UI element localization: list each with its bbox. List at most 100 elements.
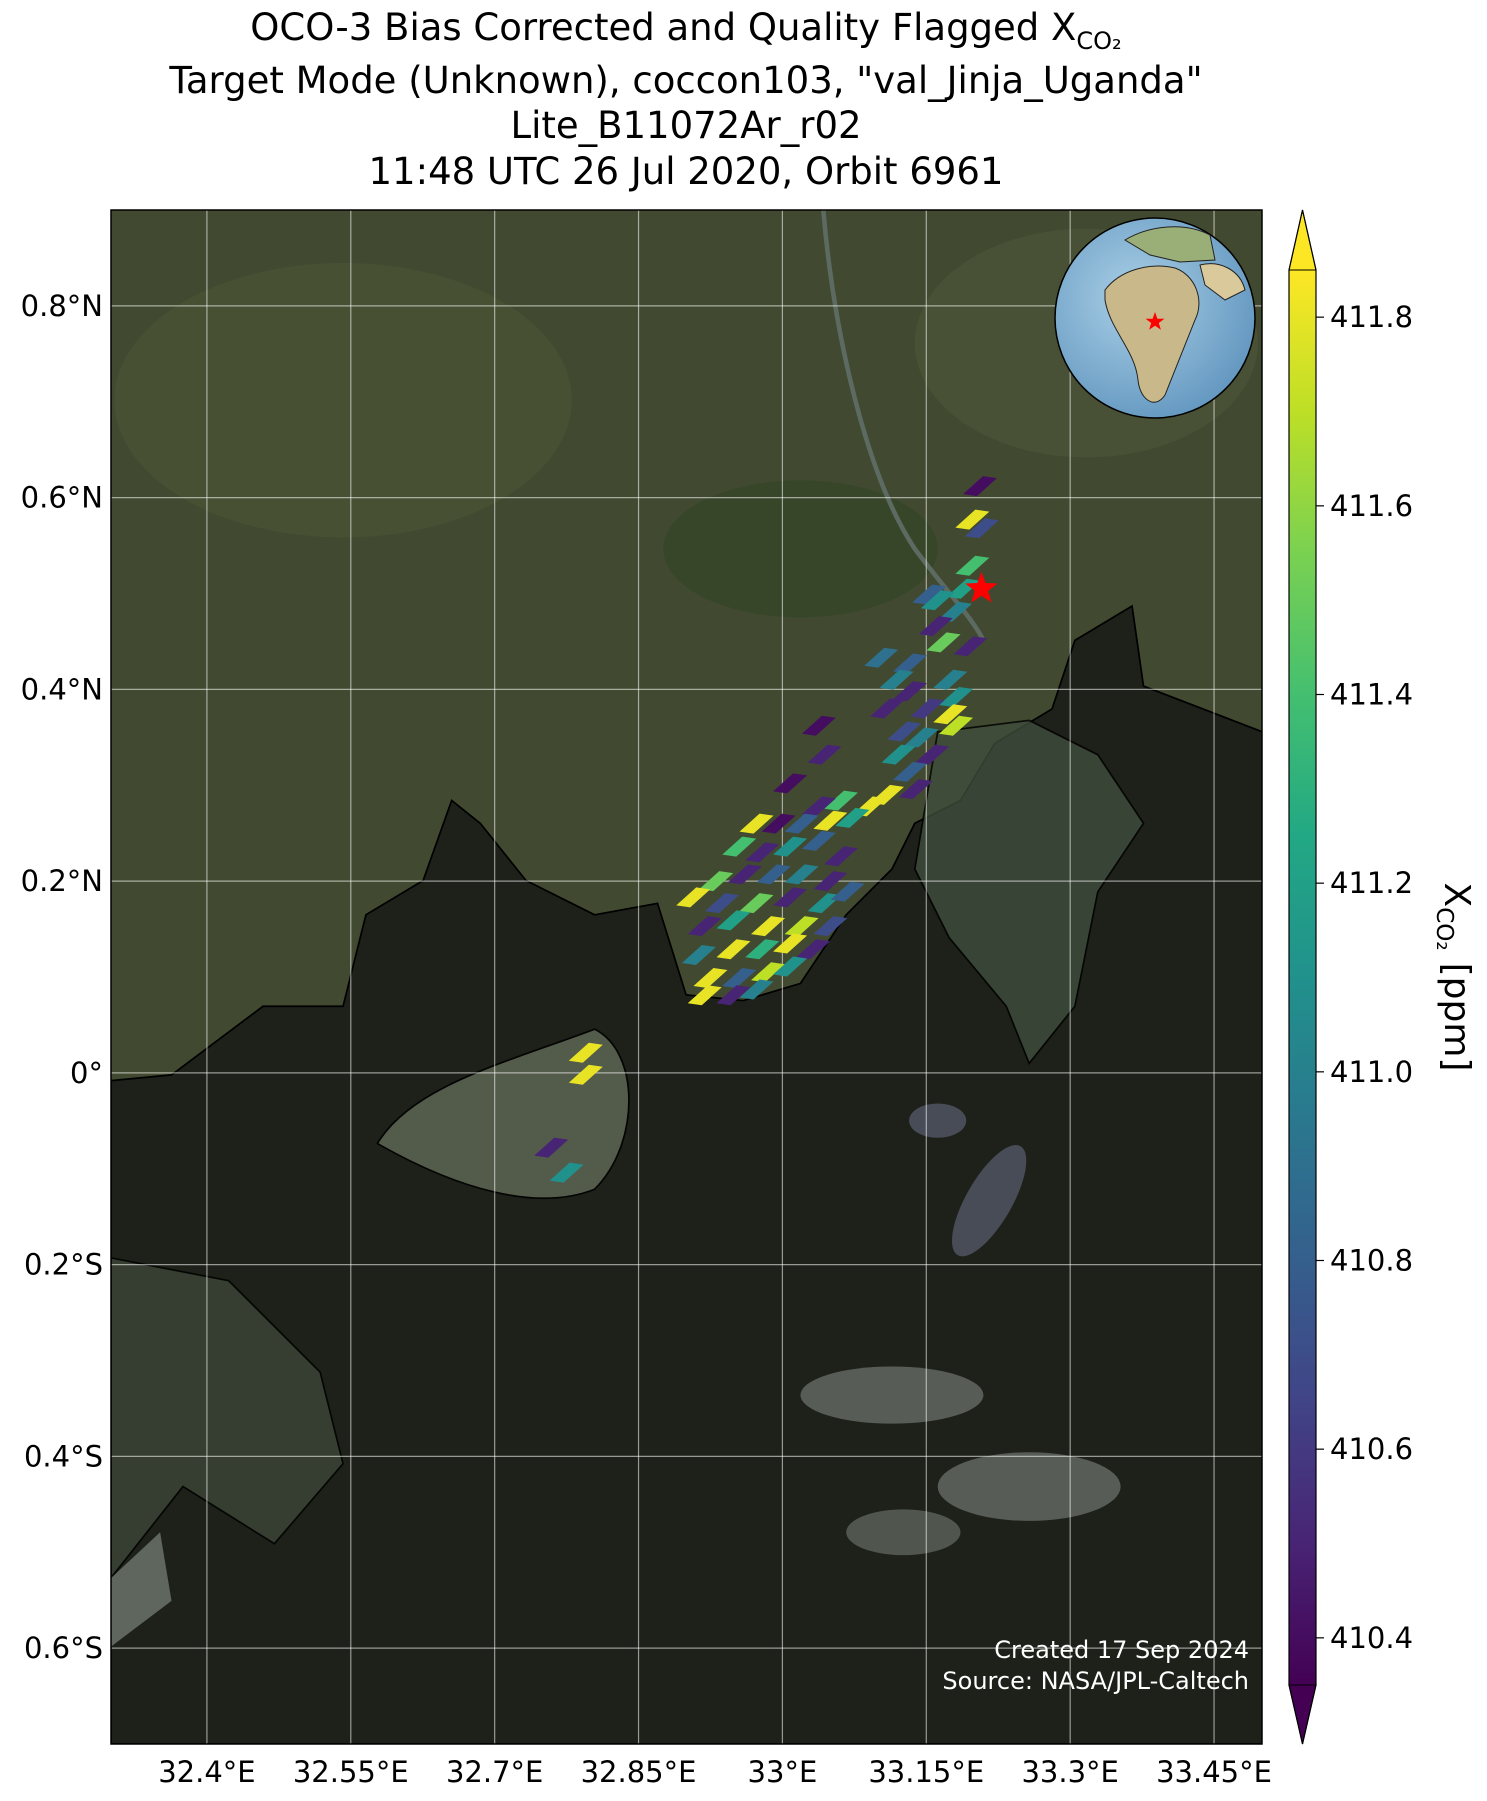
- sounding: [751, 962, 786, 983]
- title-text: OCO-3 Bias Corrected and Quality Flagged…: [250, 6, 1076, 49]
- sounding: [801, 796, 836, 817]
- sounding: [716, 939, 751, 960]
- sounding: [796, 939, 831, 960]
- sounding: [910, 698, 945, 719]
- y-tick-label: 0.4°N: [21, 672, 103, 706]
- sounding: [751, 916, 786, 937]
- x-tick-label: 32.7°E: [446, 1755, 543, 1789]
- title-subscript: CO₂: [1076, 27, 1121, 55]
- colorbar-tick-label: 410.6: [1330, 1432, 1413, 1466]
- sounding: [534, 1137, 569, 1158]
- sounding: [864, 647, 899, 668]
- x-tick-label: 33.45°E: [1156, 1755, 1272, 1789]
- sounding: [687, 916, 722, 937]
- sounding: [813, 916, 848, 937]
- colorbar-tick-label: 411.8: [1330, 300, 1413, 334]
- y-tick-label: 0°: [70, 1056, 103, 1090]
- sounding: [939, 715, 974, 736]
- sounding: [761, 813, 796, 834]
- y-tick-label: 0.8°N: [21, 289, 103, 323]
- colorbar-tick-label: 411.6: [1330, 489, 1413, 523]
- globe-inset: [1054, 217, 1256, 419]
- sounding: [955, 555, 990, 576]
- sounding: [784, 916, 819, 937]
- sounding: [918, 616, 953, 637]
- x-tick-label: 32.4°E: [158, 1755, 255, 1789]
- y-tick-label: 0.6°S: [24, 1631, 103, 1665]
- x-tick-label: 33.15°E: [868, 1755, 984, 1789]
- sounding: [881, 744, 916, 765]
- sounding: [939, 687, 974, 708]
- sounding: [716, 910, 751, 931]
- sounding: [693, 967, 728, 988]
- sounding: [926, 632, 961, 653]
- colorbar-label-subscript: CO₂: [1431, 907, 1457, 950]
- colorbar-tick-label: 411.2: [1330, 866, 1413, 900]
- footer: Source: NASA/JPL-Caltech: [942, 1667, 1249, 1695]
- sounding: [739, 979, 774, 1000]
- sounding: [784, 813, 819, 834]
- sounding: [892, 681, 927, 702]
- sounding: [964, 518, 999, 539]
- x-tick-label: 33.3°E: [1021, 1755, 1118, 1789]
- y-tick-label: 0.2°S: [24, 1248, 103, 1282]
- sounding: [807, 744, 842, 765]
- sounding: [920, 590, 955, 611]
- sounding: [739, 813, 774, 834]
- sounding: [830, 881, 865, 902]
- colorbar: 410.4 410.6 410.8 411.0 411.2 411.4 411.6 411.8: [1288, 209, 1413, 1745]
- sounding: [704, 893, 739, 914]
- grid: [111, 210, 1262, 1744]
- y-tick-label: 0.2°N: [21, 864, 103, 898]
- colorbar-ramp: [1289, 270, 1316, 1685]
- soundings: [534, 476, 999, 1183]
- sounding: [739, 893, 774, 914]
- sounding: [963, 476, 998, 497]
- sounding: [813, 810, 848, 831]
- sounding: [892, 761, 927, 782]
- sounding: [835, 807, 870, 828]
- sounding: [955, 509, 990, 530]
- sounding: [912, 584, 947, 605]
- sounding: [784, 864, 819, 885]
- sounding: [681, 944, 716, 965]
- sounding: [568, 1064, 603, 1085]
- sounding: [549, 1162, 584, 1183]
- sounding: [823, 790, 858, 811]
- colorbar-tick-label: 411.0: [1330, 1055, 1413, 1089]
- title-line: OCO-3 Bias Corrected and Quality Flagged…: [250, 6, 1121, 55]
- sounding: [699, 871, 734, 892]
- site-marker: [965, 571, 998, 603]
- colorbar-label-text: X: [1436, 883, 1477, 908]
- colorbar-unit: [ppm]: [1436, 963, 1477, 1072]
- sounding: [773, 836, 808, 857]
- sounding: [801, 830, 836, 851]
- sounding: [933, 704, 968, 725]
- sounding: [568, 1042, 603, 1063]
- sounding: [801, 715, 836, 736]
- sounding: [938, 601, 973, 622]
- y-tick-label: 0.4°S: [24, 1439, 103, 1473]
- sounding: [892, 653, 927, 674]
- colorbar-tick-label: 411.4: [1330, 678, 1413, 712]
- sounding: [728, 864, 763, 885]
- sounding: [887, 721, 922, 742]
- x-tick-label: 32.55°E: [293, 1755, 409, 1789]
- sounding: [722, 836, 757, 857]
- sounding: [879, 669, 914, 690]
- y-tick-label: 0.6°N: [21, 481, 103, 515]
- sounding: [933, 669, 968, 690]
- colorbar-extend-min: [1288, 1684, 1317, 1745]
- sounding: [756, 864, 791, 885]
- sounding: [953, 636, 988, 657]
- sounding: [716, 985, 751, 1006]
- sounding: [869, 698, 904, 719]
- title-line: 11:48 UTC 26 Jul 2020, Orbit 6961: [369, 150, 1004, 193]
- sounding: [773, 887, 808, 908]
- sounding: [745, 939, 780, 960]
- sounding: [722, 967, 757, 988]
- title-line: Lite_B11072Ar_r02: [510, 104, 861, 147]
- sounding: [773, 773, 808, 794]
- colorbar-label: XCO₂ [ppm]: [1431, 883, 1477, 1072]
